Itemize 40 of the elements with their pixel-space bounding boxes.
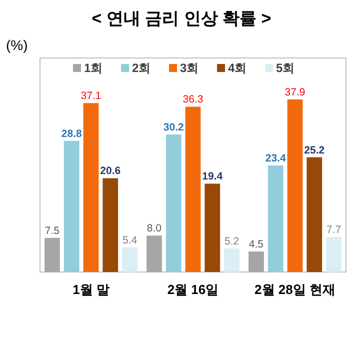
- data-label: 30.2: [163, 122, 184, 134]
- bar: [64, 140, 80, 272]
- data-label: 19.4: [202, 170, 223, 183]
- bar: [287, 99, 303, 272]
- bar: [185, 106, 201, 272]
- bar: [268, 165, 284, 272]
- bar: [44, 238, 60, 272]
- bar: [326, 236, 342, 272]
- data-label: 28.8: [61, 128, 82, 140]
- legend-label: 1회: [84, 61, 103, 75]
- data-label: 7.7: [326, 224, 342, 236]
- bar: [102, 178, 118, 272]
- data-label: 20.6: [100, 165, 121, 178]
- x-tick-label: 2월 16일: [167, 282, 219, 297]
- chart-title: < 연내 금리 인상 확률 >: [92, 9, 272, 28]
- data-label: 25.2: [304, 144, 325, 156]
- x-tick-label: 2월 28일 현재: [254, 282, 336, 297]
- bar: [204, 184, 220, 272]
- data-label: 5.4: [122, 234, 138, 246]
- bar: [166, 134, 182, 272]
- legend-label: 3회: [180, 61, 199, 75]
- data-label: 23.4: [265, 152, 286, 164]
- data-label: 37.9: [284, 86, 306, 98]
- data-label: 36.3: [182, 94, 204, 106]
- legend-label: 2회: [132, 61, 151, 75]
- bar: [83, 103, 99, 272]
- bar: [146, 236, 162, 272]
- data-label: 8.0: [146, 222, 162, 235]
- legend-label: 5회: [276, 61, 295, 75]
- data-label: 7.5: [44, 224, 60, 237]
- bar: [248, 252, 264, 272]
- bar: [224, 248, 240, 272]
- data-label: 4.5: [248, 238, 264, 251]
- bar: [306, 157, 322, 272]
- data-label: 5.2: [224, 235, 240, 248]
- bar: [122, 247, 138, 272]
- legend-label: 4회: [228, 61, 247, 75]
- x-tick-label: 1월 말: [72, 282, 110, 297]
- y-axis-title: (%): [6, 37, 28, 53]
- data-label: 37.1: [80, 90, 102, 102]
